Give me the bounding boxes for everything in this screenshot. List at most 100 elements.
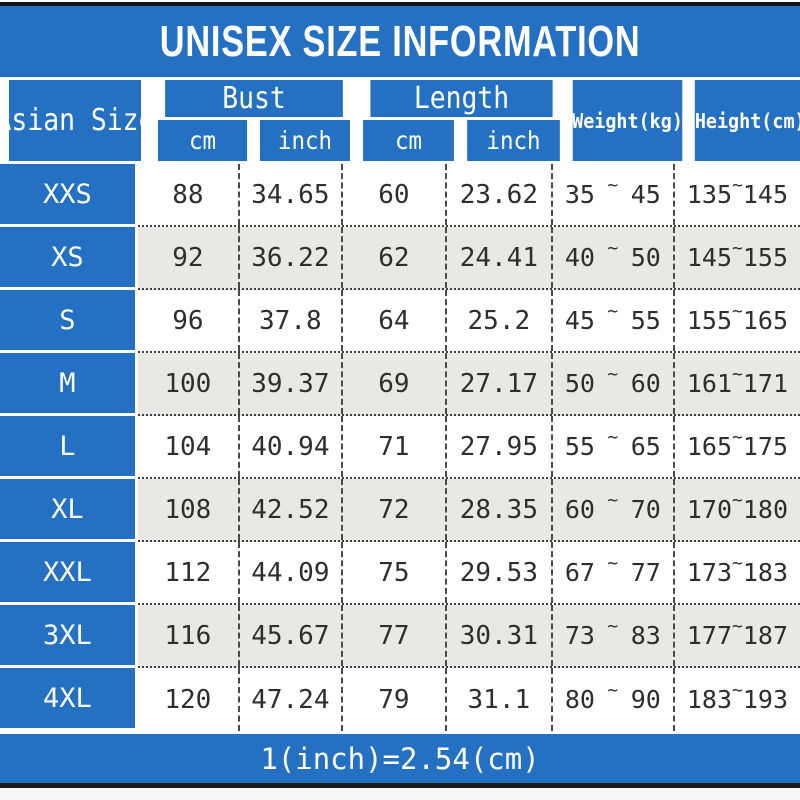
length-cm-value: 77 <box>343 605 447 666</box>
length-inch-value: 23.62 <box>447 164 553 225</box>
bust-inch-value: 42.52 <box>240 479 343 540</box>
length-inch-value: 30.31 <box>447 605 553 666</box>
height-max-value: 193 <box>742 685 788 714</box>
tilde-icon: ~ <box>607 680 619 701</box>
row-values: 120 47.24 79 31.1 80 ~ 90 183 ~ 193 <box>137 668 800 731</box>
length-inch-value: 27.17 <box>447 353 553 414</box>
height-range: 161 ~ 171 <box>675 353 800 414</box>
size-label: S <box>0 290 135 353</box>
height-max-value: 171 <box>742 369 788 398</box>
weight-min-value: 73 <box>564 621 595 650</box>
length-cm-value: 79 <box>343 668 447 731</box>
bust-cm-value: 116 <box>138 605 240 666</box>
weight-range: 55 ~ 65 <box>553 416 675 477</box>
weight-max-value: 70 <box>630 495 661 524</box>
height-min-value: 145 <box>686 243 732 272</box>
height-min-value: 135 <box>686 180 732 209</box>
weight-max-value: 65 <box>630 432 661 461</box>
row-values: 100 39.37 69 27.17 50 ~ 60 161 ~ 171 <box>137 353 800 416</box>
height-range: 183 ~ 193 <box>675 668 800 731</box>
size-table-header: Asian Size Bust Length cm inch cm inch W… <box>0 80 800 161</box>
tilde-icon: ~ <box>607 238 619 259</box>
length-inch-value: 29.53 <box>447 542 553 603</box>
header-length-inch: inch <box>467 120 560 161</box>
tilde-icon: ~ <box>732 301 743 322</box>
size-label: XXL <box>0 542 135 605</box>
footer-bar: 1(inch)=2.54(cm) <box>0 734 800 783</box>
length-inch-value: 24.41 <box>447 227 553 288</box>
length-cm-value: 71 <box>343 416 447 477</box>
weight-range: 35 ~ 45 <box>553 164 675 225</box>
bust-inch-value: 34.65 <box>240 164 343 225</box>
height-max-value: 187 <box>742 621 788 650</box>
size-label: 3XL <box>0 605 135 668</box>
length-inch-value: 31.1 <box>447 668 553 731</box>
tilde-icon: ~ <box>607 427 619 448</box>
bust-cm-value: 104 <box>138 416 240 477</box>
weight-min-value: 35 <box>564 180 595 209</box>
tilde-icon: ~ <box>732 553 743 574</box>
table-row: XXL 112 44.09 75 29.53 67 ~ 77 173 ~ 183 <box>0 542 800 605</box>
weight-min-value: 67 <box>564 558 595 587</box>
height-min-value: 183 <box>686 685 732 714</box>
footer-note: 1(inch)=2.54(cm) <box>260 741 540 776</box>
weight-range: 40 ~ 50 <box>553 227 675 288</box>
height-min-value: 173 <box>686 558 732 587</box>
header-bust-inch: inch <box>260 120 350 161</box>
tilde-icon: ~ <box>607 616 619 637</box>
bust-inch-value: 45.67 <box>240 605 343 666</box>
row-values: 108 42.52 72 28.35 60 ~ 70 170 ~ 180 <box>137 479 800 542</box>
weight-min-value: 50 <box>564 369 595 398</box>
height-max-value: 180 <box>742 495 788 524</box>
row-values: 112 44.09 75 29.53 67 ~ 77 173 ~ 183 <box>137 542 800 605</box>
tilde-icon: ~ <box>732 490 743 511</box>
weight-range: 60 ~ 70 <box>553 479 675 540</box>
bust-inch-value: 37.8 <box>240 290 343 351</box>
tilde-icon: ~ <box>607 175 619 196</box>
tilde-icon: ~ <box>732 427 743 448</box>
weight-range: 50 ~ 60 <box>553 353 675 414</box>
size-label: L <box>0 416 135 479</box>
table-row: M 100 39.37 69 27.17 50 ~ 60 161 ~ 171 <box>0 353 800 416</box>
bust-cm-value: 100 <box>138 353 240 414</box>
weight-max-value: 55 <box>630 306 661 335</box>
size-label: 4XL <box>0 668 135 731</box>
length-cm-value: 72 <box>343 479 447 540</box>
weight-range: 80 ~ 90 <box>553 668 675 731</box>
height-max-value: 183 <box>742 558 788 587</box>
weight-max-value: 90 <box>630 685 661 714</box>
bust-cm-value: 112 <box>138 542 240 603</box>
height-range: 177 ~ 187 <box>675 605 800 666</box>
length-cm-value: 75 <box>343 542 447 603</box>
length-inch-value: 25.2 <box>447 290 553 351</box>
header-height: Height(cm) <box>694 80 800 161</box>
bust-inch-value: 40.94 <box>240 416 343 477</box>
height-range: 135 ~ 145 <box>675 164 800 225</box>
bust-inch-value: 47.24 <box>240 668 343 731</box>
divider <box>0 77 800 80</box>
tilde-icon: ~ <box>732 680 743 701</box>
bottom-border-bar <box>0 783 800 788</box>
height-min-value: 155 <box>686 306 732 335</box>
bust-inch-value: 36.22 <box>240 227 343 288</box>
table-row: XS 92 36.22 62 24.41 40 ~ 50 145 ~ 155 <box>0 227 800 290</box>
table-row: L 104 40.94 71 27.95 55 ~ 65 165 ~ 175 <box>0 416 800 479</box>
length-inch-value: 27.95 <box>447 416 553 477</box>
table-body: XXS 88 34.65 60 23.62 35 ~ 45 135 ~ 145 <box>0 164 800 731</box>
tilde-icon: ~ <box>607 490 619 511</box>
size-label: XS <box>0 227 135 290</box>
bust-cm-value: 96 <box>138 290 240 351</box>
tilde-icon: ~ <box>607 364 619 385</box>
size-label: M <box>0 353 135 416</box>
weight-max-value: 50 <box>630 243 661 272</box>
header-bust-cm: cm <box>157 120 248 161</box>
tilde-icon: ~ <box>607 553 619 574</box>
header-bust: Bust <box>165 80 343 117</box>
weight-range: 45 ~ 55 <box>553 290 675 351</box>
weight-max-value: 45 <box>630 180 661 209</box>
tilde-icon: ~ <box>732 616 743 637</box>
weight-range: 73 ~ 83 <box>553 605 675 666</box>
tilde-icon: ~ <box>732 175 743 196</box>
length-cm-value: 60 <box>343 164 447 225</box>
